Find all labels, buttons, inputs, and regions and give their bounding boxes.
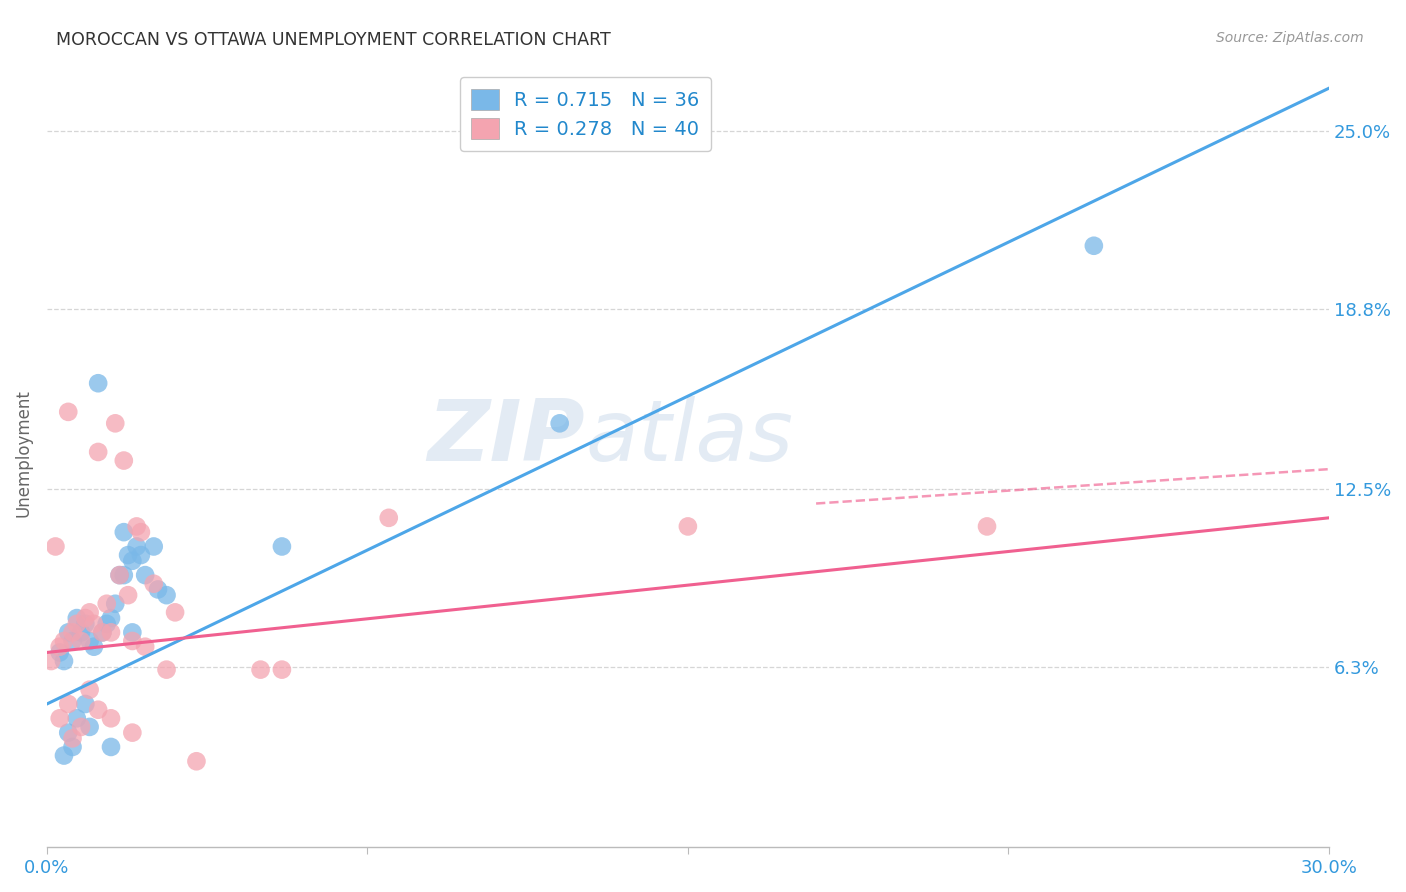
Point — [1083, 239, 1105, 253]
Point — [48, 711, 70, 725]
Point — [271, 663, 294, 677]
Point — [62, 739, 84, 754]
Point — [104, 597, 127, 611]
Point — [100, 625, 122, 640]
Point — [249, 663, 271, 677]
Point — [79, 720, 101, 734]
Point — [66, 611, 89, 625]
Point — [91, 625, 114, 640]
Point — [58, 697, 80, 711]
Point — [548, 417, 571, 431]
Point — [129, 548, 152, 562]
Point — [112, 453, 135, 467]
Point — [96, 616, 118, 631]
Point — [83, 640, 105, 654]
Point — [104, 417, 127, 431]
Point — [142, 540, 165, 554]
Point — [117, 588, 139, 602]
Point — [58, 625, 80, 640]
Text: ZIP: ZIP — [427, 396, 585, 479]
Point — [121, 725, 143, 739]
Point — [155, 588, 177, 602]
Text: atlas: atlas — [585, 396, 793, 479]
Point — [121, 554, 143, 568]
Point — [186, 754, 208, 768]
Point — [48, 640, 70, 654]
Point — [117, 548, 139, 562]
Point — [70, 720, 93, 734]
Point — [125, 540, 148, 554]
Point — [70, 634, 93, 648]
Point — [676, 519, 699, 533]
Point — [58, 725, 80, 739]
Point — [108, 568, 131, 582]
Point — [100, 739, 122, 754]
Point — [75, 697, 97, 711]
Point — [66, 616, 89, 631]
Point — [377, 511, 399, 525]
Text: MOROCCAN VS OTTAWA UNEMPLOYMENT CORRELATION CHART: MOROCCAN VS OTTAWA UNEMPLOYMENT CORRELAT… — [56, 31, 612, 49]
Point — [155, 663, 177, 677]
Point — [121, 634, 143, 648]
Point — [125, 519, 148, 533]
Point — [100, 611, 122, 625]
Point — [96, 597, 118, 611]
Point — [79, 682, 101, 697]
Point — [112, 568, 135, 582]
Point — [75, 611, 97, 625]
Y-axis label: Unemployment: Unemployment — [15, 390, 32, 517]
Text: Source: ZipAtlas.com: Source: ZipAtlas.com — [1216, 31, 1364, 45]
Legend: R = 0.715   N = 36, R = 0.278   N = 40: R = 0.715 N = 36, R = 0.278 N = 40 — [460, 78, 711, 151]
Point — [146, 582, 169, 597]
Point — [129, 525, 152, 540]
Point — [62, 634, 84, 648]
Point — [44, 540, 66, 554]
Point — [53, 634, 76, 648]
Point — [142, 576, 165, 591]
Point — [58, 405, 80, 419]
Point — [100, 711, 122, 725]
Point — [79, 634, 101, 648]
Point — [165, 605, 187, 619]
Point — [134, 568, 156, 582]
Point — [62, 731, 84, 746]
Point — [70, 625, 93, 640]
Point — [83, 616, 105, 631]
Point — [134, 640, 156, 654]
Point — [87, 376, 110, 391]
Point — [108, 568, 131, 582]
Point — [87, 703, 110, 717]
Point — [48, 645, 70, 659]
Point — [62, 625, 84, 640]
Point — [66, 711, 89, 725]
Point — [91, 625, 114, 640]
Point — [39, 654, 62, 668]
Point — [53, 654, 76, 668]
Point — [976, 519, 998, 533]
Point — [112, 525, 135, 540]
Point — [75, 616, 97, 631]
Point — [87, 445, 110, 459]
Point — [121, 625, 143, 640]
Point — [79, 605, 101, 619]
Point — [53, 748, 76, 763]
Point — [271, 540, 294, 554]
